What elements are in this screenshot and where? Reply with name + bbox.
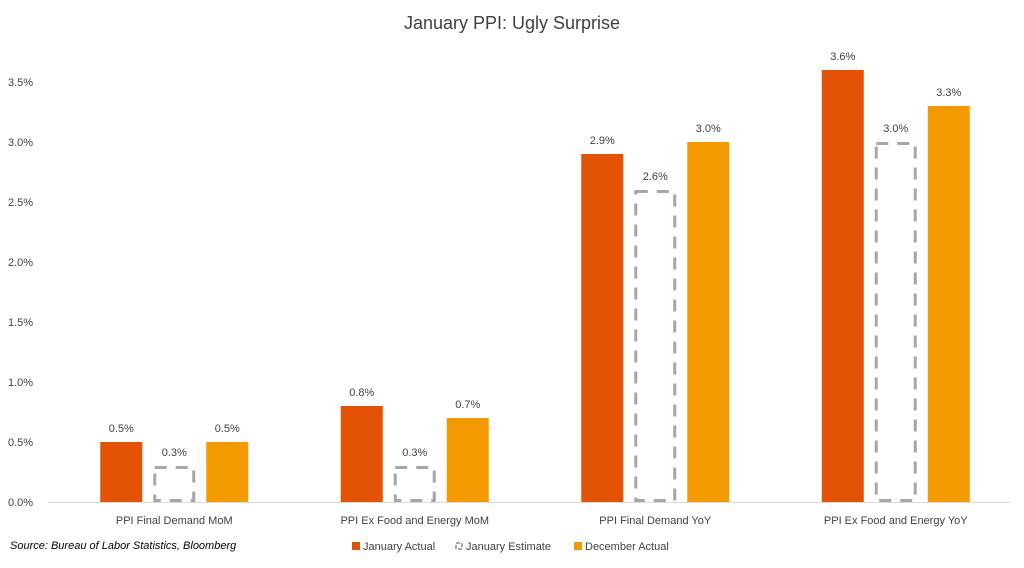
data-label: 0.5% xyxy=(109,423,134,435)
bar-december-actual xyxy=(206,442,249,502)
data-label: 3.6% xyxy=(830,51,855,63)
y-tick-label: 3.5% xyxy=(8,77,33,89)
x-tick-label: PPI Final Demand MoM xyxy=(116,515,233,527)
chart-title: January PPI: Ugly Surprise xyxy=(404,13,620,33)
bars: 0.5% 0.3% 0.5% 0.8% 0.3% 0.7% 2.9% 2.6% 3.0% 3.6%… xyxy=(100,51,970,502)
x-tick-label: PPI Ex Food and Energy MoM xyxy=(340,515,489,527)
legend: January Actual January Estimate December A… xyxy=(352,541,669,553)
x-axis: PPI Final Demand MoM PPI Ex Food and Ener… xyxy=(116,515,968,527)
bar-january-estimate xyxy=(874,142,917,502)
legend-label: January Actual xyxy=(363,541,435,553)
data-label: 0.7% xyxy=(455,399,480,411)
legend-label: December Actual xyxy=(585,541,669,553)
y-axis: 0.0% 0.5% 1.0% 1.5% 2.0% 2.5% 3.0% 3.5% xyxy=(8,77,1010,509)
bar-december-actual xyxy=(446,418,489,502)
y-tick-label: 0.0% xyxy=(8,497,33,509)
source-note: Source: Bureau of Labor Statistics, Bloo… xyxy=(10,540,237,552)
data-label: 3.3% xyxy=(936,87,961,99)
bar-january-actual xyxy=(581,154,624,502)
data-label: 0.3% xyxy=(402,447,427,459)
data-label: 0.8% xyxy=(349,387,374,399)
x-tick-label: PPI Final Demand YoY xyxy=(599,515,712,527)
data-label: 2.9% xyxy=(590,135,615,147)
legend-swatch xyxy=(574,542,582,550)
y-tick-label: 2.5% xyxy=(8,197,33,209)
y-tick-label: 2.0% xyxy=(8,257,33,269)
data-label: 2.6% xyxy=(643,171,668,183)
bar-january-actual xyxy=(340,406,383,502)
bar-january-actual xyxy=(100,442,143,502)
legend-label: January Estimate xyxy=(466,541,551,553)
x-tick-label: PPI Ex Food and Energy YoY xyxy=(824,515,968,527)
data-label: 0.3% xyxy=(162,447,187,459)
bar-january-estimate xyxy=(634,190,677,502)
bar-january-estimate xyxy=(153,466,196,502)
legend-swatch xyxy=(455,542,463,550)
data-label: 3.0% xyxy=(883,123,908,135)
y-tick-label: 0.5% xyxy=(8,437,33,449)
y-tick-label: 1.5% xyxy=(8,317,33,329)
legend-swatch xyxy=(352,542,360,550)
y-tick-label: 3.0% xyxy=(8,137,33,149)
data-label: 3.0% xyxy=(696,123,721,135)
bar-january-estimate xyxy=(393,466,436,502)
bar-december-actual xyxy=(687,142,730,502)
bar-january-actual xyxy=(821,70,864,502)
y-tick-label: 1.0% xyxy=(8,377,33,389)
bar-december-actual xyxy=(927,106,970,502)
data-label: 0.5% xyxy=(215,423,240,435)
